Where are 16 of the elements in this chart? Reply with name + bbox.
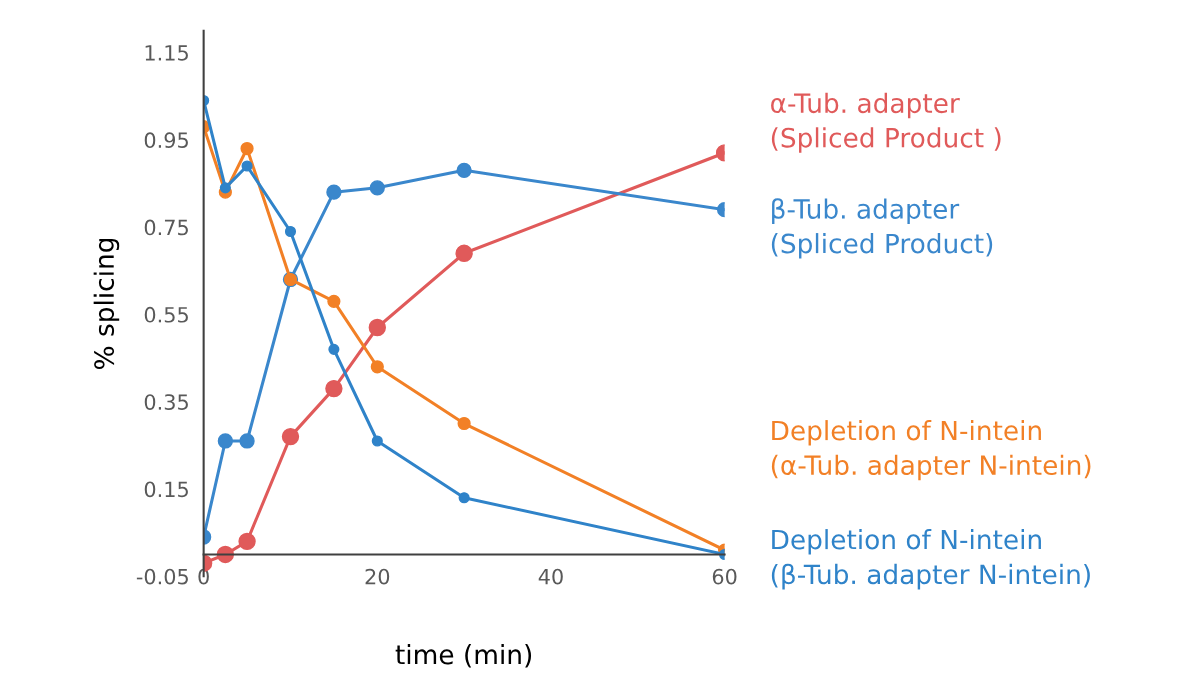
- y-tick-label: 0.15: [144, 481, 188, 498]
- y-tick-label: 0.95: [144, 132, 188, 149]
- x-tick-label: 20: [365, 568, 390, 585]
- x-axis-title: time (min): [395, 644, 532, 668]
- series-label: Depletion of N-intein (β-Tub. adapter N-intein): [771, 529, 1090, 590]
- series-label: β-Tub. adapter (Spliced Product): [771, 198, 993, 259]
- x-tick-label: 60: [712, 568, 737, 585]
- text: Depletion of N-intein (α-Tub. adapter N-intein): [771, 420, 1091, 481]
- y-axis-title: % splicing: [93, 238, 120, 369]
- y-tick-label: -0.05: [136, 568, 188, 585]
- y-tick-label: 0.75: [144, 219, 188, 236]
- y-tick-label: 0.55: [144, 306, 188, 323]
- x-tick-label: 40: [538, 568, 563, 585]
- series-label: α-Tub. adapter (Spliced Product ): [771, 92, 1001, 153]
- y-tick-label: 0.35: [144, 394, 188, 410]
- y-tick-label: 1.15: [145, 45, 188, 61]
